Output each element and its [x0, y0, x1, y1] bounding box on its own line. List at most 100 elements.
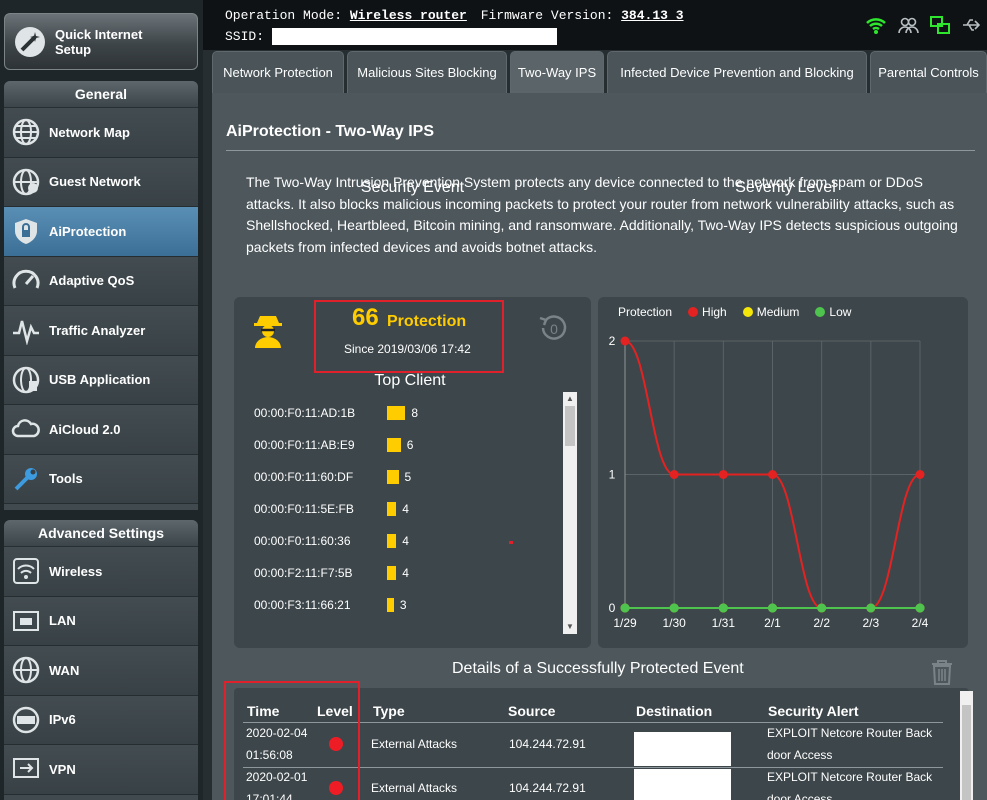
column-header-type: Type — [373, 703, 405, 719]
firmware-version-link[interactable]: 384.13_3 — [621, 8, 684, 23]
sidebar-item-label: AiCloud 2.0 — [49, 421, 121, 437]
client-event-count: 4 — [402, 502, 409, 516]
client-event-count: 5 — [404, 470, 412, 484]
data-point-high — [915, 470, 925, 479]
page-description: The Two-Way Intrusion Prevention System … — [246, 174, 958, 256]
sidebar-item-label: Guest Network — [49, 174, 141, 190]
sidebar-item-tools[interactable]: Tools — [4, 454, 198, 504]
clients-icon[interactable] — [897, 14, 919, 36]
sidebar-item-wireless[interactable]: Wireless — [4, 547, 198, 597]
protection-count-highlight — [314, 300, 504, 373]
quick-internet-setup-label: Quick Internet Setup — [55, 26, 143, 57]
sidebar-item-vpn[interactable]: VPN — [4, 745, 198, 795]
status-icons — [865, 14, 983, 36]
advanced-settings-menu: Advanced Settings Wireless LAN WAN IPv6 … — [4, 520, 198, 800]
event-alert-line2: door Access — [767, 792, 833, 800]
sidebar-item-label: Adaptive QoS — [49, 273, 135, 289]
client-row: 00:00:F0:11:5E:FB 4 — [254, 500, 409, 518]
tab-network-protection[interactable]: Network Protection — [212, 51, 344, 93]
quick-internet-setup-button[interactable]: Quick Internet Setup — [4, 13, 198, 70]
security-event-card — [234, 297, 591, 648]
client-event-count: 4 — [402, 566, 409, 580]
event-destination-redacted — [634, 732, 731, 766]
tab-two-way-ips[interactable]: Two-Way IPS — [510, 51, 604, 93]
details-card — [234, 688, 969, 800]
client-event-bar — [387, 438, 401, 452]
top-client-scrollbar[interactable]: ▲ ▼ — [563, 392, 577, 634]
data-point-high — [669, 470, 679, 479]
event-time: 01:56:08 — [246, 748, 293, 762]
tab-parental-controls[interactable]: Parental Controls — [870, 51, 987, 93]
title-divider — [226, 150, 975, 151]
client-mac: 00:00:F0:11:60:DF — [254, 470, 354, 484]
sidebar-item-guest-network[interactable]: Guest Network — [4, 157, 198, 207]
sidebar-item-network-map[interactable]: Network Map — [4, 108, 198, 158]
reset-counter-icon[interactable]: 0 — [537, 313, 569, 343]
sidebar-item-traffic-analyzer[interactable]: Traffic Analyzer — [4, 306, 198, 356]
tab-malicious-sites-blocking[interactable]: Malicious Sites Blocking — [347, 51, 507, 93]
details-heading: Details of a Successfully Protected Even… — [452, 660, 744, 677]
severity-legend: Protection High Medium Low — [618, 305, 867, 319]
x-tick-label: 2/1 — [764, 616, 781, 630]
event-source: 104.244.72.91 — [509, 737, 586, 751]
magic-wand-icon — [15, 26, 45, 57]
operation-mode-link[interactable]: Wireless router — [349, 8, 467, 23]
operation-mode-label: Operation Mode: — [225, 8, 343, 23]
tab-infected-device-prevention[interactable]: Infected Device Prevention and Blocking — [607, 51, 867, 93]
marker-dot — [509, 541, 513, 544]
column-header-destination: Destination — [636, 703, 713, 719]
network-status-icon[interactable] — [929, 14, 951, 36]
x-tick-label: 1/31 — [712, 616, 736, 630]
scrollbar-thumb[interactable] — [962, 705, 971, 800]
y-tick-label: 0 — [609, 601, 616, 615]
data-point-high — [718, 470, 728, 479]
client-mac: 00:00:F0:11:5E:FB — [254, 502, 354, 516]
data-point-low — [620, 603, 630, 613]
legend-high: High — [688, 305, 727, 319]
data-point-low — [718, 603, 728, 613]
sidebar-item-ipv6[interactable]: IPv6 — [4, 695, 198, 745]
client-mac: 00:00:F0:11:60:36 — [254, 534, 351, 548]
client-event-bar — [387, 406, 406, 420]
scroll-up-icon[interactable]: ▲ — [566, 394, 574, 403]
usb-status-icon[interactable] — [961, 14, 983, 36]
sidebar-item-aiprotection[interactable]: AiProtection — [4, 207, 198, 257]
globe-icon — [12, 657, 40, 684]
client-row: 00:00:F0:11:60:36 4 — [254, 532, 409, 550]
details-scrollbar[interactable] — [960, 691, 973, 800]
event-alert-line1: EXPLOIT Netcore Router Back — [767, 770, 933, 784]
top-client-list: 00:00:F0:11:AD:1B 8 00:00:F0:11:AB:E9 6 00:0… — [234, 392, 563, 634]
sidebar-item-aicloud[interactable]: AiCloud 2.0 — [4, 405, 198, 455]
sidebar-item-adaptive-qos[interactable]: Adaptive QoS — [4, 256, 198, 306]
column-header-time: Time — [247, 703, 280, 719]
svg-text:0: 0 — [550, 321, 558, 337]
data-point-low — [866, 603, 876, 613]
sidebar-item-wan[interactable]: WAN — [4, 646, 198, 696]
severity-line-chart: 0 1 2 1/29 1/30 1/31 2/1 2/2 2/3 2/4 — [609, 334, 929, 630]
y-tick-label: 2 — [609, 334, 616, 348]
wifi-icon — [13, 558, 39, 585]
general-menu: General Network Map Guest Network AiProt… — [4, 81, 198, 510]
sidebar-item-lan[interactable]: LAN — [4, 596, 198, 646]
time-level-highlight — [224, 681, 360, 800]
operation-mode-row: Operation Mode: Wireless router Firmware… — [225, 8, 684, 23]
event-source: 104.244.72.91 — [509, 781, 586, 795]
protection-since: Since 2019/03/06 17:42 — [344, 342, 471, 356]
sidebar-item-label: Wireless — [49, 563, 103, 579]
protection-count: 66 — [352, 304, 379, 331]
sidebar-item-label: Traffic Analyzer — [49, 322, 146, 338]
x-tick-label: 1/29 — [613, 616, 637, 630]
scrollbar-thumb[interactable] — [565, 406, 575, 446]
legend-low-dot — [815, 307, 826, 317]
wifi-status-icon[interactable] — [865, 14, 887, 36]
event-alert-line2: door Access — [767, 748, 833, 762]
trash-icon[interactable] — [930, 659, 954, 686]
client-event-bar — [387, 470, 399, 484]
usb-icon — [12, 366, 40, 393]
scroll-down-icon[interactable]: ▼ — [566, 622, 574, 631]
x-tick-label: 1/30 — [662, 616, 686, 630]
sidebar-item-label: VPN — [49, 761, 76, 777]
sidebar-item-usb-application[interactable]: USB Application — [4, 355, 198, 405]
protection-count-label: Protection — [387, 313, 467, 330]
x-tick-label: 2/2 — [813, 616, 830, 630]
